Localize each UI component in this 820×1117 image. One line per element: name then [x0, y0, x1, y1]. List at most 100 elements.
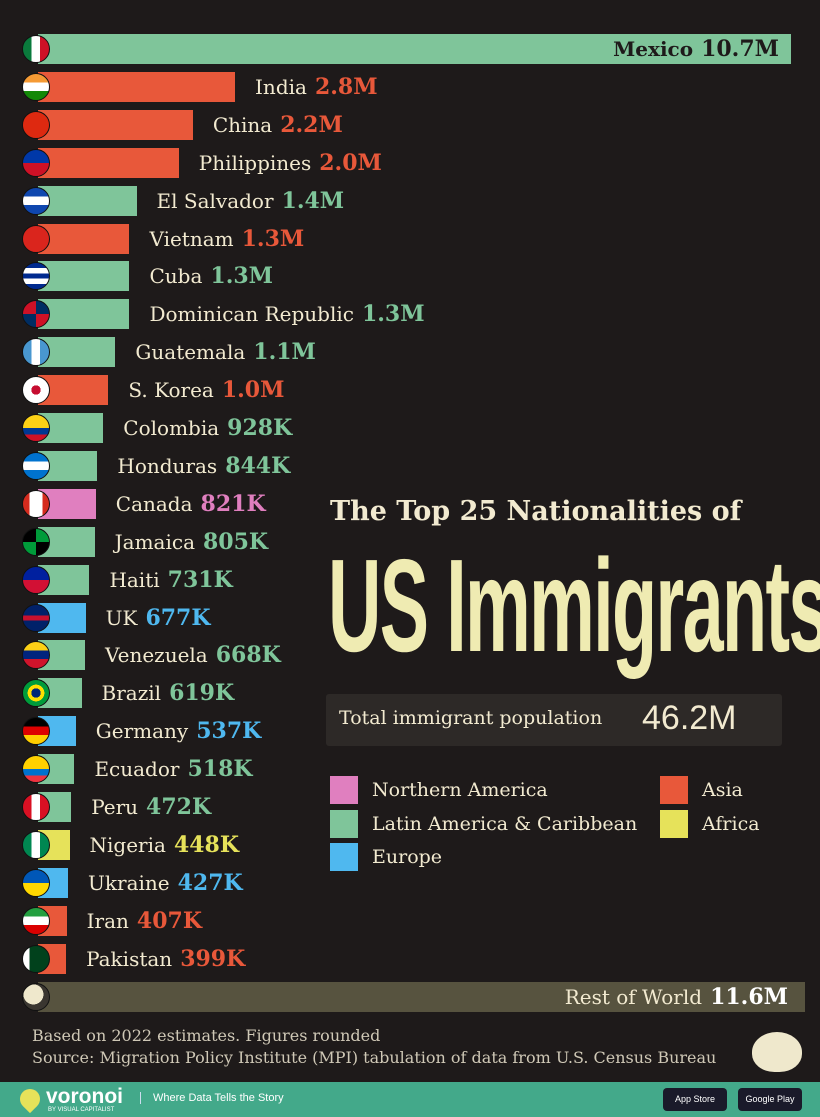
- bar-row-peru: Peru 472K: [0, 791, 820, 823]
- flag-jamaica-icon: [22, 527, 50, 556]
- country-name: S. Korea: [128, 378, 214, 403]
- value-label: 668K: [215, 642, 281, 669]
- country-name: Ukraine: [88, 870, 170, 895]
- flag-vietnam-icon: [22, 224, 50, 253]
- bar-row-vietnam: Vietnam 1.3M: [0, 223, 820, 255]
- bar-label: S. Korea 1.0M: [128, 377, 284, 403]
- legend-swatch: [660, 810, 688, 838]
- bar-row-china: China 2.2M: [0, 109, 820, 141]
- bar-row-honduras: Honduras 844K: [0, 450, 820, 482]
- bar-row-iran: Iran 407K: [0, 905, 820, 937]
- country-name: Ecuador: [94, 757, 180, 782]
- bar-row-el-salvador: El Salvador 1.4M: [0, 185, 820, 217]
- country-name: Philippines: [198, 150, 312, 175]
- flag-dominican-republic-icon: [22, 300, 50, 329]
- country-name: Venezuela: [105, 643, 208, 668]
- bar-row-canada: Canada 821K: [0, 488, 820, 520]
- bar-label: Haiti 731K: [109, 567, 232, 593]
- value-label: 731K: [167, 566, 233, 593]
- total-value: 46.2M: [642, 699, 737, 737]
- flag-peru-icon: [22, 793, 50, 821]
- value-label: 844K: [225, 452, 291, 479]
- bar-label: Ecuador 518K: [94, 756, 252, 782]
- country-name: Guatemala: [135, 340, 246, 365]
- flag-ukraine-icon: [22, 868, 50, 897]
- country-name: Honduras: [117, 453, 218, 478]
- value-label: 2.0M: [319, 149, 382, 176]
- bar-vietnam: [38, 223, 130, 254]
- bar-cuba: [38, 261, 130, 292]
- value-label: 448K: [173, 831, 239, 858]
- value-label: 399K: [180, 945, 246, 972]
- country-name: Germany: [95, 719, 189, 744]
- country-name: Nigeria: [89, 832, 166, 857]
- bar-label: Venezuela 668K: [105, 642, 281, 668]
- country-name: Vietnam: [149, 226, 234, 251]
- flag-pakistan-icon: [22, 944, 50, 973]
- legend-swatch: [330, 776, 358, 804]
- country-name: Dominican Republic: [149, 302, 354, 327]
- bar-label: Dominican Republic 1.3M: [149, 301, 424, 327]
- bar-guatemala: [38, 337, 116, 368]
- legend-label: Northern America: [372, 779, 548, 801]
- source: Source: Migration Policy Institute (MPI)…: [32, 1048, 717, 1067]
- bar-row-mexico: Mexico 10.7M: [0, 33, 820, 65]
- bar-label: Nigeria 448K: [90, 832, 239, 858]
- flag-brazil-icon: [22, 679, 50, 708]
- flag-germany-icon: [22, 717, 50, 746]
- legend-item-latam: Latin America & Caribbean: [330, 810, 637, 838]
- bar-row-colombia: Colombia 928K: [0, 412, 820, 444]
- footnote: Based on 2022 estimates. Figures rounded: [32, 1026, 381, 1045]
- legend-swatch: [330, 843, 358, 871]
- flag-nigeria-icon: [22, 830, 50, 859]
- value-label: 427K: [177, 869, 243, 896]
- app-store-button[interactable]: App Store: [663, 1088, 727, 1111]
- flag-mexico-icon: [22, 35, 50, 63]
- total-box: Total immigrant population 46.2M: [326, 694, 782, 746]
- bar-dominican-republic: [38, 299, 130, 330]
- value-label: 1.3M: [210, 263, 274, 290]
- value-label: 677K: [145, 604, 211, 631]
- bar-label: India 2.8M: [255, 74, 378, 100]
- bar-label: El Salvador 1.4M: [157, 188, 345, 214]
- flag-el-salvador-icon: [22, 186, 50, 215]
- country-name: Brazil: [101, 681, 162, 706]
- country-name: India: [255, 74, 307, 99]
- tagline: Where Data Tells the Story: [140, 1092, 284, 1104]
- voronoi-logo-icon: [15, 1084, 45, 1114]
- flag-india-icon: [22, 72, 50, 101]
- bar-philippines: [38, 147, 179, 178]
- legend-label: Europe: [372, 846, 443, 868]
- legend-item-asia: Asia: [660, 776, 743, 804]
- bar-row-rest-of-world: Rest of World 11.6M: [0, 981, 820, 1013]
- legend-label: Latin America & Caribbean: [372, 813, 638, 835]
- value-label: 518K: [187, 756, 253, 783]
- flag-honduras-icon: [22, 451, 50, 480]
- legend-swatch: [660, 776, 688, 804]
- bar-china: [38, 109, 193, 140]
- bar-row-s-korea: S. Korea 1.0M: [0, 374, 820, 406]
- value-label: 537K: [196, 718, 262, 745]
- country-name: Colombia: [123, 416, 220, 440]
- country-name: Iran: [86, 908, 129, 933]
- value-label: 1.4M: [281, 187, 345, 214]
- bar-label: Philippines 2.0M: [199, 150, 382, 176]
- country-name: Peru: [91, 795, 139, 819]
- bar-row-brazil: Brazil 619K: [0, 677, 820, 709]
- country-name: China: [212, 112, 273, 137]
- google-play-button[interactable]: Google Play: [738, 1088, 802, 1111]
- value-label: 1.3M: [241, 225, 305, 252]
- bar-mexico: [38, 34, 791, 64]
- country-name: El Salvador: [156, 188, 274, 213]
- bar-label: Rest of World 11.6M: [565, 984, 788, 1010]
- flag-uk-icon: [22, 603, 50, 632]
- bar-row-guatemala: Guatemala 1.1M: [0, 336, 820, 368]
- country-name: Cuba: [149, 264, 203, 289]
- flag-philippines-icon: [22, 148, 50, 177]
- footer-band: voronoi BY VISUAL CAPITALIST Where Data …: [0, 1082, 820, 1117]
- bar-row-pakistan: Pakistan 399K: [0, 943, 820, 975]
- bar-el-salvador: [38, 185, 137, 216]
- flag-haiti-icon: [22, 565, 50, 594]
- bar-label: Germany 537K: [96, 718, 262, 744]
- country-name: Rest of World: [564, 985, 703, 1009]
